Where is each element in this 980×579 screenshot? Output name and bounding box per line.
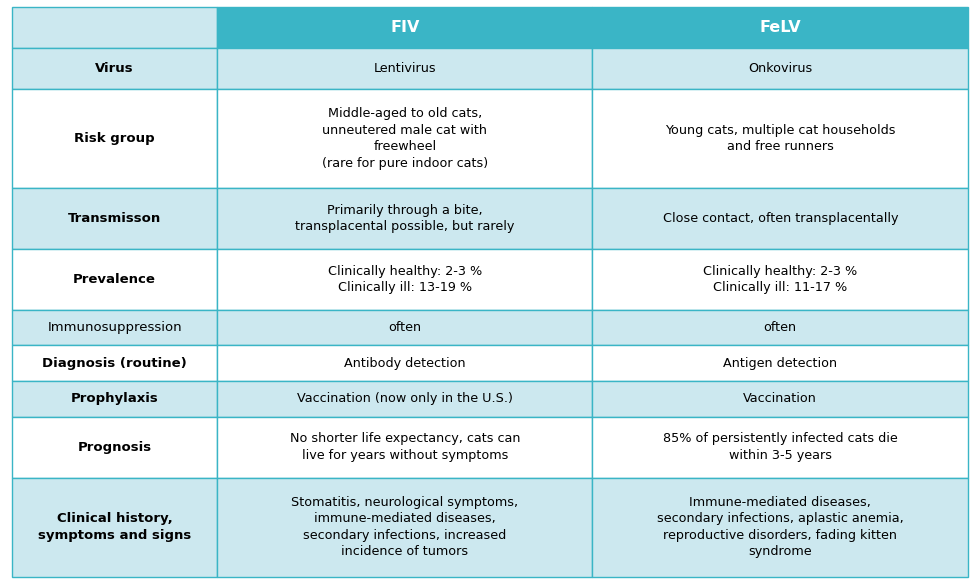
Text: Virus: Virus bbox=[95, 62, 134, 75]
Text: Clinical history,
symptoms and signs: Clinical history, symptoms and signs bbox=[38, 512, 191, 542]
Text: Clinically healthy: 2-3 %
Clinically ill: 13-19 %: Clinically healthy: 2-3 % Clinically ill… bbox=[327, 265, 482, 294]
Bar bbox=[12, 381, 218, 417]
Text: Risk group: Risk group bbox=[74, 132, 155, 145]
Bar bbox=[592, 478, 968, 577]
Bar bbox=[12, 478, 218, 577]
Text: Prevalence: Prevalence bbox=[74, 273, 156, 286]
Text: Young cats, multiple cat households
and free runners: Young cats, multiple cat households and … bbox=[665, 123, 896, 153]
Bar bbox=[218, 346, 592, 381]
Text: Transmisson: Transmisson bbox=[68, 212, 161, 225]
Bar bbox=[218, 249, 592, 310]
Bar bbox=[592, 47, 968, 89]
Bar bbox=[592, 346, 968, 381]
Text: Close contact, often transplacentally: Close contact, often transplacentally bbox=[662, 212, 898, 225]
Bar bbox=[12, 346, 218, 381]
Bar bbox=[592, 249, 968, 310]
Bar bbox=[218, 417, 592, 478]
Bar bbox=[592, 89, 968, 188]
Text: often: often bbox=[388, 321, 421, 334]
Bar bbox=[592, 417, 968, 478]
Text: Immunosuppression: Immunosuppression bbox=[47, 321, 182, 334]
Bar bbox=[12, 310, 218, 346]
Bar bbox=[218, 188, 592, 249]
Bar bbox=[218, 310, 592, 346]
Bar bbox=[592, 310, 968, 346]
Bar bbox=[12, 417, 218, 478]
Bar bbox=[218, 381, 592, 417]
Text: Lentivirus: Lentivirus bbox=[373, 62, 436, 75]
Text: Onkovirus: Onkovirus bbox=[748, 62, 812, 75]
Text: Stomatitis, neurological symptoms,
immune-mediated diseases,
secondary infection: Stomatitis, neurological symptoms, immun… bbox=[291, 496, 518, 558]
Text: FeLV: FeLV bbox=[760, 20, 801, 35]
Text: 85% of persistently infected cats die
within 3-5 years: 85% of persistently infected cats die wi… bbox=[662, 433, 898, 462]
Text: Vaccination (now only in the U.S.): Vaccination (now only in the U.S.) bbox=[297, 393, 513, 405]
Bar bbox=[218, 7, 592, 47]
Text: Antibody detection: Antibody detection bbox=[344, 357, 465, 370]
Bar bbox=[218, 89, 592, 188]
Text: Immune-mediated diseases,
secondary infections, aplastic anemia,
reproductive di: Immune-mediated diseases, secondary infe… bbox=[657, 496, 904, 558]
Bar bbox=[592, 381, 968, 417]
Bar bbox=[218, 47, 592, 89]
Text: Vaccination: Vaccination bbox=[744, 393, 817, 405]
Text: No shorter life expectancy, cats can
live for years without symptoms: No shorter life expectancy, cats can liv… bbox=[290, 433, 520, 462]
Bar bbox=[592, 188, 968, 249]
Text: Clinically healthy: 2-3 %
Clinically ill: 11-17 %: Clinically healthy: 2-3 % Clinically ill… bbox=[704, 265, 858, 294]
Bar bbox=[218, 478, 592, 577]
Text: FIV: FIV bbox=[390, 20, 419, 35]
Text: Middle-aged to old cats,
unneutered male cat with
freewheel
(rare for pure indoo: Middle-aged to old cats, unneutered male… bbox=[321, 107, 488, 170]
Text: often: often bbox=[763, 321, 797, 334]
Text: Prognosis: Prognosis bbox=[77, 441, 152, 454]
Text: Antigen detection: Antigen detection bbox=[723, 357, 837, 370]
Bar bbox=[592, 7, 968, 47]
Bar bbox=[12, 7, 218, 47]
Text: Diagnosis (routine): Diagnosis (routine) bbox=[42, 357, 187, 370]
Text: Primarily through a bite,
transplacental possible, but rarely: Primarily through a bite, transplacental… bbox=[295, 204, 514, 233]
Bar bbox=[12, 188, 218, 249]
Bar bbox=[12, 47, 218, 89]
Text: Prophylaxis: Prophylaxis bbox=[71, 393, 159, 405]
Bar bbox=[12, 249, 218, 310]
Bar bbox=[12, 89, 218, 188]
